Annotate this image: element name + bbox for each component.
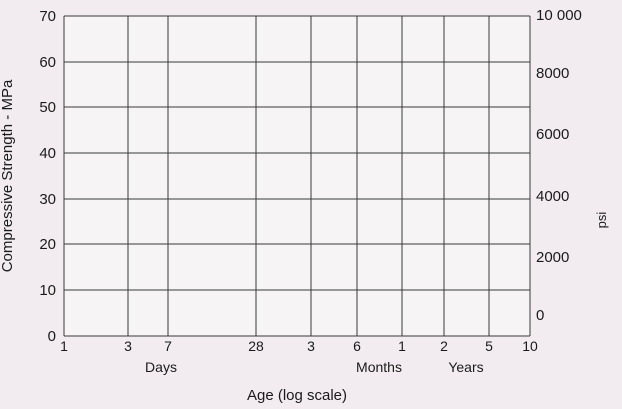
svg-text:28: 28	[248, 338, 264, 354]
svg-text:3: 3	[124, 338, 132, 354]
svg-text:40: 40	[39, 145, 56, 162]
svg-text:10: 10	[39, 282, 56, 299]
svg-text:10: 10	[522, 338, 538, 354]
svg-text:7: 7	[164, 338, 172, 354]
svg-text:2000: 2000	[536, 249, 569, 266]
svg-text:Compressive Strength - MPa: Compressive Strength - MPa	[0, 79, 16, 272]
svg-text:1: 1	[398, 338, 406, 354]
svg-text:8000: 8000	[536, 65, 569, 82]
svg-text:Months: Months	[356, 359, 402, 375]
svg-text:Age (log scale): Age (log scale)	[247, 387, 347, 404]
svg-text:psi: psi	[594, 212, 609, 229]
svg-text:70: 70	[39, 8, 56, 25]
svg-text:4000: 4000	[536, 188, 569, 205]
svg-text:5: 5	[485, 338, 493, 354]
svg-text:0: 0	[48, 328, 56, 345]
svg-text:6: 6	[353, 338, 361, 354]
svg-text:6000: 6000	[536, 126, 569, 143]
svg-text:Years: Years	[448, 359, 483, 375]
svg-text:Days: Days	[145, 359, 177, 375]
svg-text:50: 50	[39, 99, 56, 116]
svg-text:30: 30	[39, 191, 56, 208]
svg-text:2: 2	[440, 338, 448, 354]
svg-text:20: 20	[39, 236, 56, 253]
svg-text:10 000: 10 000	[536, 7, 582, 24]
svg-text:3: 3	[307, 338, 315, 354]
svg-text:60: 60	[39, 54, 56, 71]
svg-text:1: 1	[60, 338, 68, 354]
svg-text:0: 0	[536, 307, 544, 324]
